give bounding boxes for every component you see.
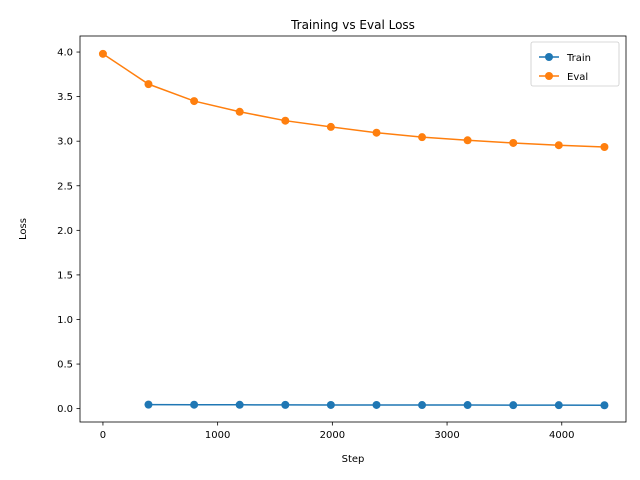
eval-data-point — [600, 142, 609, 151]
legend-train-marker — [545, 53, 553, 61]
legend-eval-marker — [545, 72, 553, 80]
x-axis-label: Step — [342, 454, 365, 465]
legend-box — [530, 41, 620, 87]
y-tick-label: 1.5 — [57, 270, 73, 281]
x-tick-label: 3000 — [434, 430, 459, 441]
train-data-point — [509, 401, 518, 410]
eval-data-point — [190, 97, 199, 106]
eval-data-point — [98, 49, 107, 58]
train-data-point — [281, 400, 290, 409]
y-axis-label: Loss — [18, 218, 29, 240]
legend: Train Eval — [530, 41, 620, 87]
eval-series-line — [102, 53, 605, 148]
eval-data-point — [281, 116, 290, 125]
train-data-point — [554, 401, 563, 410]
plot-area — [80, 36, 626, 422]
train-data-point — [372, 400, 381, 409]
plot-frame — [79, 35, 627, 423]
y-tick-label: 1.0 — [57, 315, 73, 326]
eval-data-point — [144, 80, 153, 89]
train-data-point — [235, 400, 244, 409]
x-tick-label: 1000 — [205, 430, 230, 441]
eval-data-point — [509, 138, 518, 147]
train-data-point — [144, 400, 153, 409]
legend-train-label: Train — [566, 53, 591, 64]
x-tick-label: 2000 — [320, 430, 345, 441]
x-tick-label: 4000 — [549, 430, 574, 441]
eval-data-point — [554, 141, 563, 150]
eval-data-point — [463, 136, 472, 145]
y-tick-label: 3.5 — [57, 92, 73, 103]
eval-data-point — [235, 107, 244, 116]
train-data-point — [600, 401, 609, 410]
y-tick-label: 4.0 — [57, 48, 73, 59]
y-tick-label: 3.0 — [57, 137, 73, 148]
train-data-point — [190, 400, 199, 409]
y-tick-label: 0.0 — [57, 404, 73, 415]
x-tick-label: 0 — [100, 430, 106, 441]
y-tick-label: 2.5 — [57, 181, 73, 192]
eval-data-point — [326, 122, 335, 131]
legend-eval-label: Eval — [567, 72, 588, 83]
train-data-point — [463, 401, 472, 410]
y-tick-label: 2.0 — [57, 226, 73, 237]
eval-data-point — [372, 128, 381, 137]
y-tick-label: 0.5 — [57, 360, 73, 371]
train-data-point — [418, 401, 427, 410]
eval-data-point — [418, 133, 427, 142]
train-data-point — [326, 400, 335, 409]
chart-title: Training vs Eval Loss — [290, 18, 415, 32]
